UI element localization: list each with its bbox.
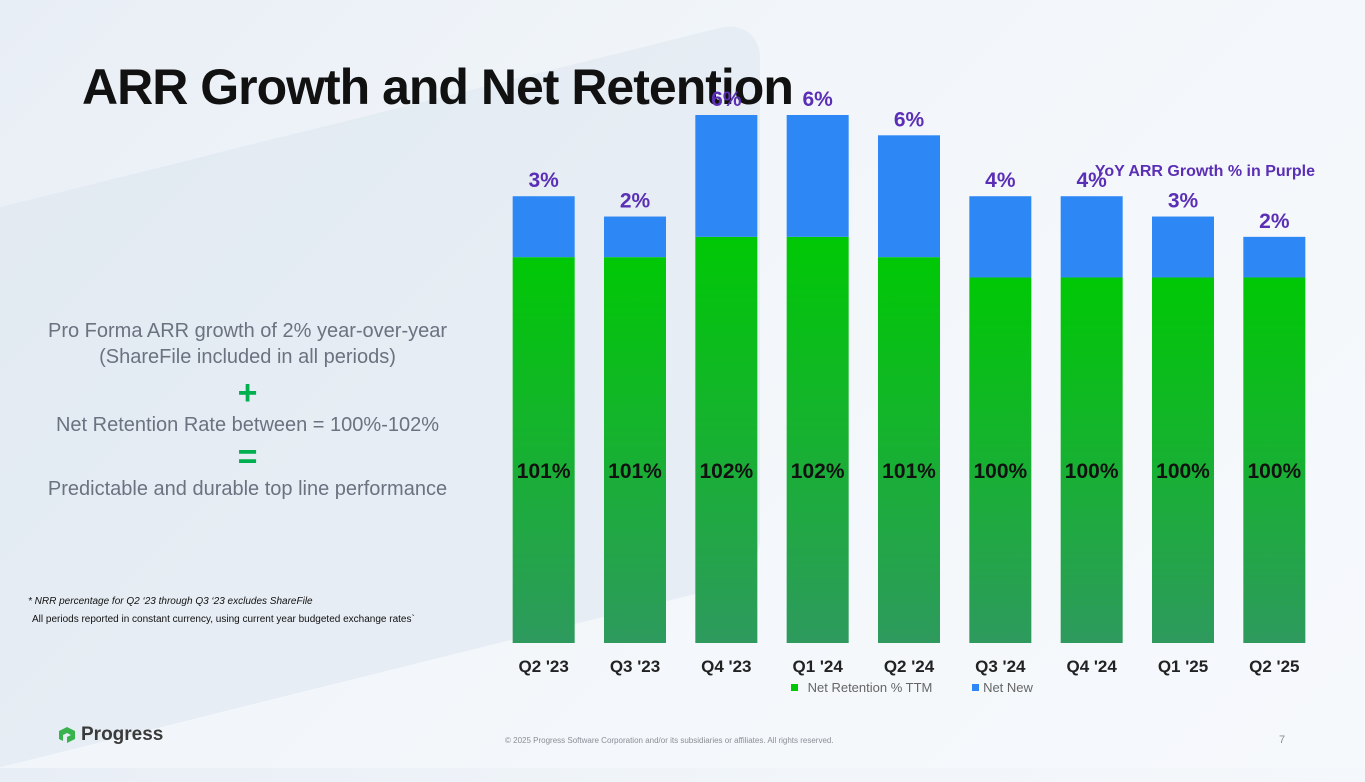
bar-net-new: [1152, 216, 1214, 278]
footnote-sharefile: * NRR percentage for Q2 ‘23 through Q3 ‘…: [28, 596, 313, 607]
data-label-net-retention: 102%: [699, 460, 753, 483]
bar-net-retention: [512, 257, 575, 643]
x-tick-label: Q3 '23: [610, 657, 660, 676]
data-label-growth: 3%: [528, 169, 559, 192]
data-label-net-retention: 100%: [973, 460, 1027, 483]
bar-net-new: [512, 196, 575, 258]
bar-net-retention: [878, 257, 940, 643]
bar-net-retention: [604, 257, 666, 643]
summary-panel: Pro Forma ARR growth of 2% year-over-yea…: [20, 318, 475, 502]
data-label-net-retention: 100%: [1247, 460, 1301, 483]
data-label-growth: 2%: [1259, 210, 1290, 233]
x-tick-label: Q2 '25: [1249, 657, 1299, 676]
x-tick-label: Q1 '24: [792, 657, 843, 676]
growth-color-note: YoY ARR Growth % in Purple: [1094, 163, 1315, 180]
data-label-net-retention: 101%: [608, 460, 662, 483]
bar-net-new: [878, 135, 940, 258]
bar-net-new: [1243, 236, 1306, 278]
bar-net-retention: [1060, 277, 1123, 643]
bar-net-retention: [786, 236, 849, 643]
summary-retention-text: Net Retention Rate between = 100%-102%: [55, 414, 440, 436]
x-tick-label: Q2 '24: [884, 657, 935, 676]
legend-label-net-retention: Net Retention % TTM: [808, 680, 933, 695]
data-label-growth: 6%: [802, 88, 833, 111]
legend-label-net-new: Net New: [983, 680, 1033, 695]
copyright-text: © 2025 Progress Software Corporation and…: [505, 736, 834, 745]
bar-net-retention: [1243, 277, 1306, 643]
legend-swatch-net-retention: [791, 684, 798, 691]
summary-conclusion-text: Predictable and durable top line perform…: [47, 478, 448, 500]
x-tick-label: Q4 '23: [701, 657, 751, 676]
data-label-net-retention: 102%: [791, 460, 845, 483]
data-label-growth: 6%: [711, 88, 742, 111]
progress-logo: Progress: [57, 724, 163, 746]
data-label-net-retention: 100%: [1065, 460, 1119, 483]
data-label-growth: 2%: [620, 190, 651, 213]
bar-net-retention: [695, 236, 758, 643]
x-tick-label: Q1 '25: [1158, 657, 1208, 676]
plus-sign: +: [237, 374, 258, 412]
progress-logo-text: Progress: [81, 724, 164, 745]
data-label-growth: 4%: [985, 169, 1016, 192]
x-tick-label: Q2 '23: [518, 657, 568, 676]
data-label-net-retention: 101%: [517, 460, 571, 483]
data-label-net-retention: 101%: [882, 460, 936, 483]
bar-net-retention: [1152, 277, 1214, 643]
legend-swatch-net-new: [972, 684, 979, 691]
data-label-growth: 6%: [894, 108, 925, 131]
bar-net-new: [604, 216, 666, 258]
x-tick-label: Q3 '24: [975, 657, 1026, 676]
footnote-currency: All periods reported in constant currenc…: [32, 614, 415, 625]
page-number: 7: [1279, 734, 1286, 746]
bar-net-new: [786, 115, 849, 237]
bar-net-new: [969, 196, 1032, 278]
equals-sign: =: [237, 438, 258, 476]
data-label-growth: 4%: [1076, 169, 1107, 192]
data-label-net-retention: 100%: [1156, 460, 1210, 483]
page-title: ARR Growth and Net Retention: [82, 59, 794, 115]
bar-net-new: [695, 115, 758, 237]
bar-net-retention: [969, 277, 1032, 643]
summary-growth-text: Pro Forma ARR growth of 2% year-over-yea…: [47, 320, 448, 368]
x-tick-label: Q4 '24: [1066, 657, 1117, 676]
data-label-growth: 3%: [1168, 190, 1199, 213]
progress-logo-icon: [59, 727, 75, 743]
bar-net-new: [1060, 196, 1123, 278]
